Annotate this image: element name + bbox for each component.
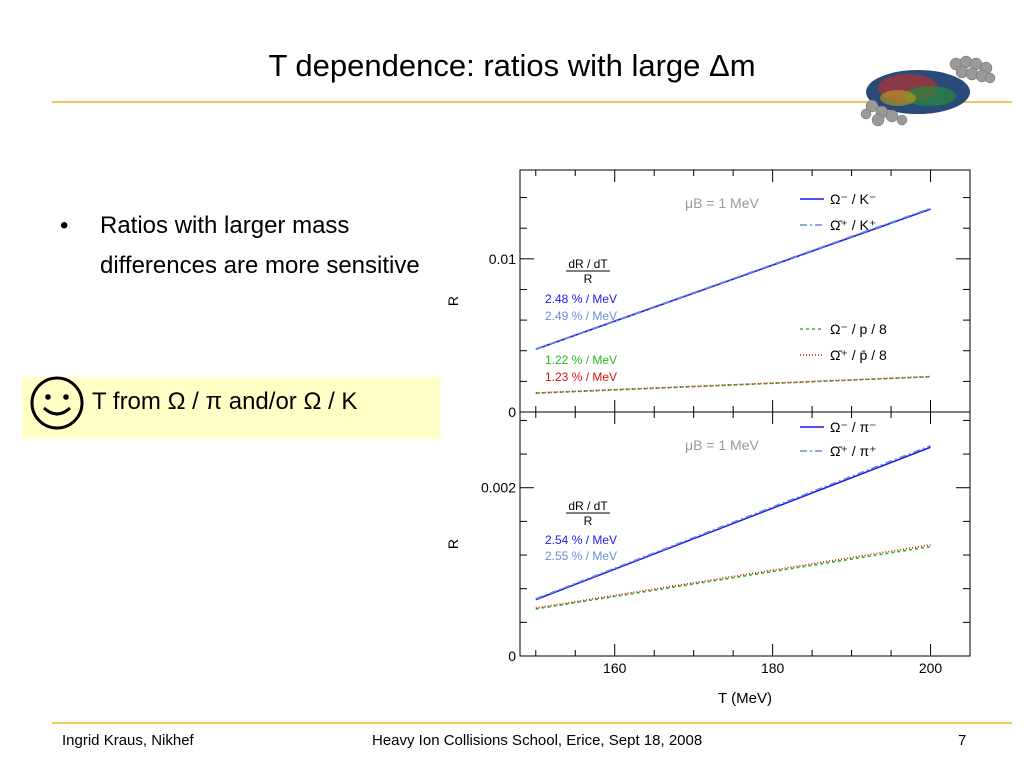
smiley-icon <box>30 376 84 430</box>
footer-event: Heavy Ion Collisions School, Erice, Sept… <box>372 732 703 749</box>
legend-label: Ω̄⁺ / K⁺ <box>830 217 876 233</box>
page-number: 7 <box>958 732 967 749</box>
plot-frame-bottom <box>519 411 971 657</box>
x-tick-label: 180 <box>761 660 785 676</box>
mu-b-annotation: μB = 1 MeV <box>685 437 759 453</box>
series-line <box>535 545 931 610</box>
rate-label: 2.54 % / MeV <box>545 533 617 547</box>
rate-label: 2.49 % / MeV <box>545 309 617 323</box>
highlight-text: T from Ω / π and/or Ω / K <box>92 388 358 415</box>
slide-title: T dependence: ratios with large Δm <box>268 48 756 83</box>
y-tick-label: 0 <box>508 648 516 664</box>
x-tick-label: 160 <box>603 660 627 676</box>
legend-label: Ω̄⁺ / p̄ / 8 <box>830 347 887 363</box>
legend-label: Ω⁻ / K⁻ <box>830 191 876 207</box>
formula-numerator: dR / dT <box>568 499 608 513</box>
footer-author: Ingrid Kraus, Nikhef <box>62 732 194 749</box>
y-axis-label: R <box>445 296 461 306</box>
heavy-ion-collision-logo <box>860 55 996 127</box>
series-line <box>535 544 931 609</box>
legend-label: Ω̄⁺ / π⁺ <box>830 443 877 459</box>
x-tick-label: 200 <box>919 660 943 676</box>
rate-label: 1.23 % / MeV <box>545 370 617 384</box>
x-axis-label: T (MeV) <box>718 690 772 707</box>
rate-label: 1.22 % / MeV <box>545 353 617 367</box>
bullet-marker: • <box>60 212 69 239</box>
formula-denominator: R <box>584 514 593 528</box>
y-axis-label: R <box>445 539 461 549</box>
legend-label: Ω⁻ / π⁻ <box>830 419 877 435</box>
series-line <box>535 207 931 350</box>
formula-numerator: dR / dT <box>568 257 608 271</box>
mu-b-annotation: μB = 1 MeV <box>685 195 759 211</box>
rate-label: 2.55 % / MeV <box>545 549 617 563</box>
title-divider <box>52 101 1012 103</box>
rate-label: 2.48 % / MeV <box>545 292 617 306</box>
series-line <box>535 444 931 600</box>
legend-label: Ω⁻ / p / 8 <box>830 321 887 337</box>
y-tick-label: 0.01 <box>489 251 516 267</box>
highlight-box <box>22 377 440 439</box>
y-tick-label: 0.002 <box>481 480 516 496</box>
y-tick-label: 0 <box>508 404 516 420</box>
footer-divider <box>52 722 1012 724</box>
series-line <box>535 446 931 601</box>
bullet-text: Ratios with larger mass differences are … <box>100 212 420 279</box>
formula-denominator: R <box>584 272 593 286</box>
